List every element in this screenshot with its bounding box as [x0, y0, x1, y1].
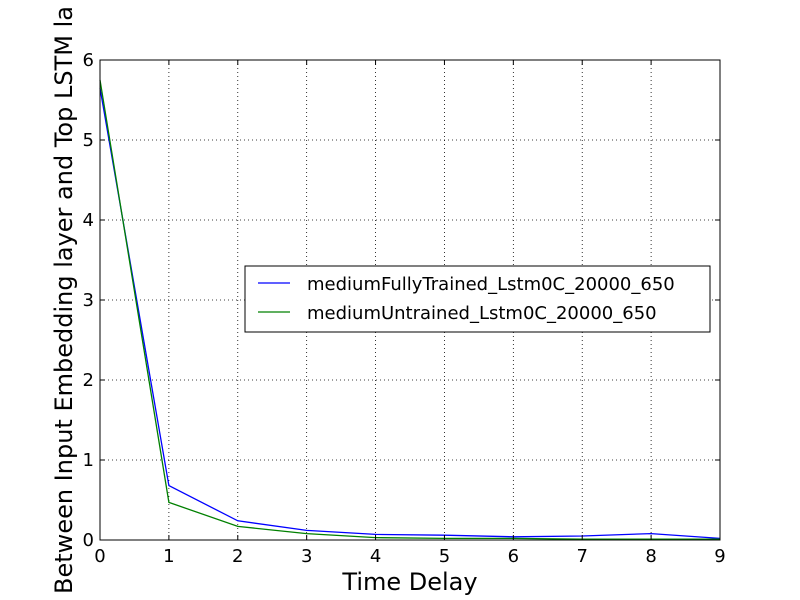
series-lines	[99, 79, 721, 540]
y-tick-label: 3	[83, 290, 94, 311]
y-tick-label: 2	[83, 370, 94, 391]
y-tick-label: 1	[83, 450, 94, 471]
x-tick-label: 9	[714, 546, 725, 567]
y-tick-labels: 0 1 2 3 4 5 6	[83, 50, 94, 551]
legend: mediumFullyTrained_Lstm0C_20000_650 medi…	[244, 265, 711, 333]
y-tick-label: 4	[83, 210, 94, 231]
y-tick-label: 0	[83, 530, 94, 551]
legend-label-fully-trained: mediumFullyTrained_Lstm0C_20000_650	[307, 274, 675, 295]
x-tick-label: 0	[94, 546, 105, 567]
x-axis-label: Time Delay	[341, 568, 477, 596]
x-tick-label: 5	[439, 546, 450, 567]
series-line-1	[99, 79, 720, 540]
x-tick-label: 7	[576, 546, 587, 567]
x-tick-label: 2	[232, 546, 243, 567]
x-tick-label: 8	[645, 546, 656, 567]
x-tick-labels: 0 1 2 3 4 5 6 7 8 9	[94, 546, 725, 567]
x-tick-label: 1	[163, 546, 174, 567]
axis-ticks	[99, 59, 721, 541]
x-tick-label: 4	[370, 546, 381, 567]
y-tick-label: 5	[83, 130, 94, 151]
x-tick-label: 6	[508, 546, 519, 567]
y-axis-label: Between Input Embedding layer and Top LS…	[50, 6, 78, 594]
legend-frame	[244, 265, 711, 333]
y-tick-label: 6	[83, 50, 94, 71]
series-line-0	[99, 87, 721, 540]
x-tick-label: 3	[301, 546, 312, 567]
legend-label-untrained: mediumUntrained_Lstm0C_20000_650	[307, 303, 657, 324]
